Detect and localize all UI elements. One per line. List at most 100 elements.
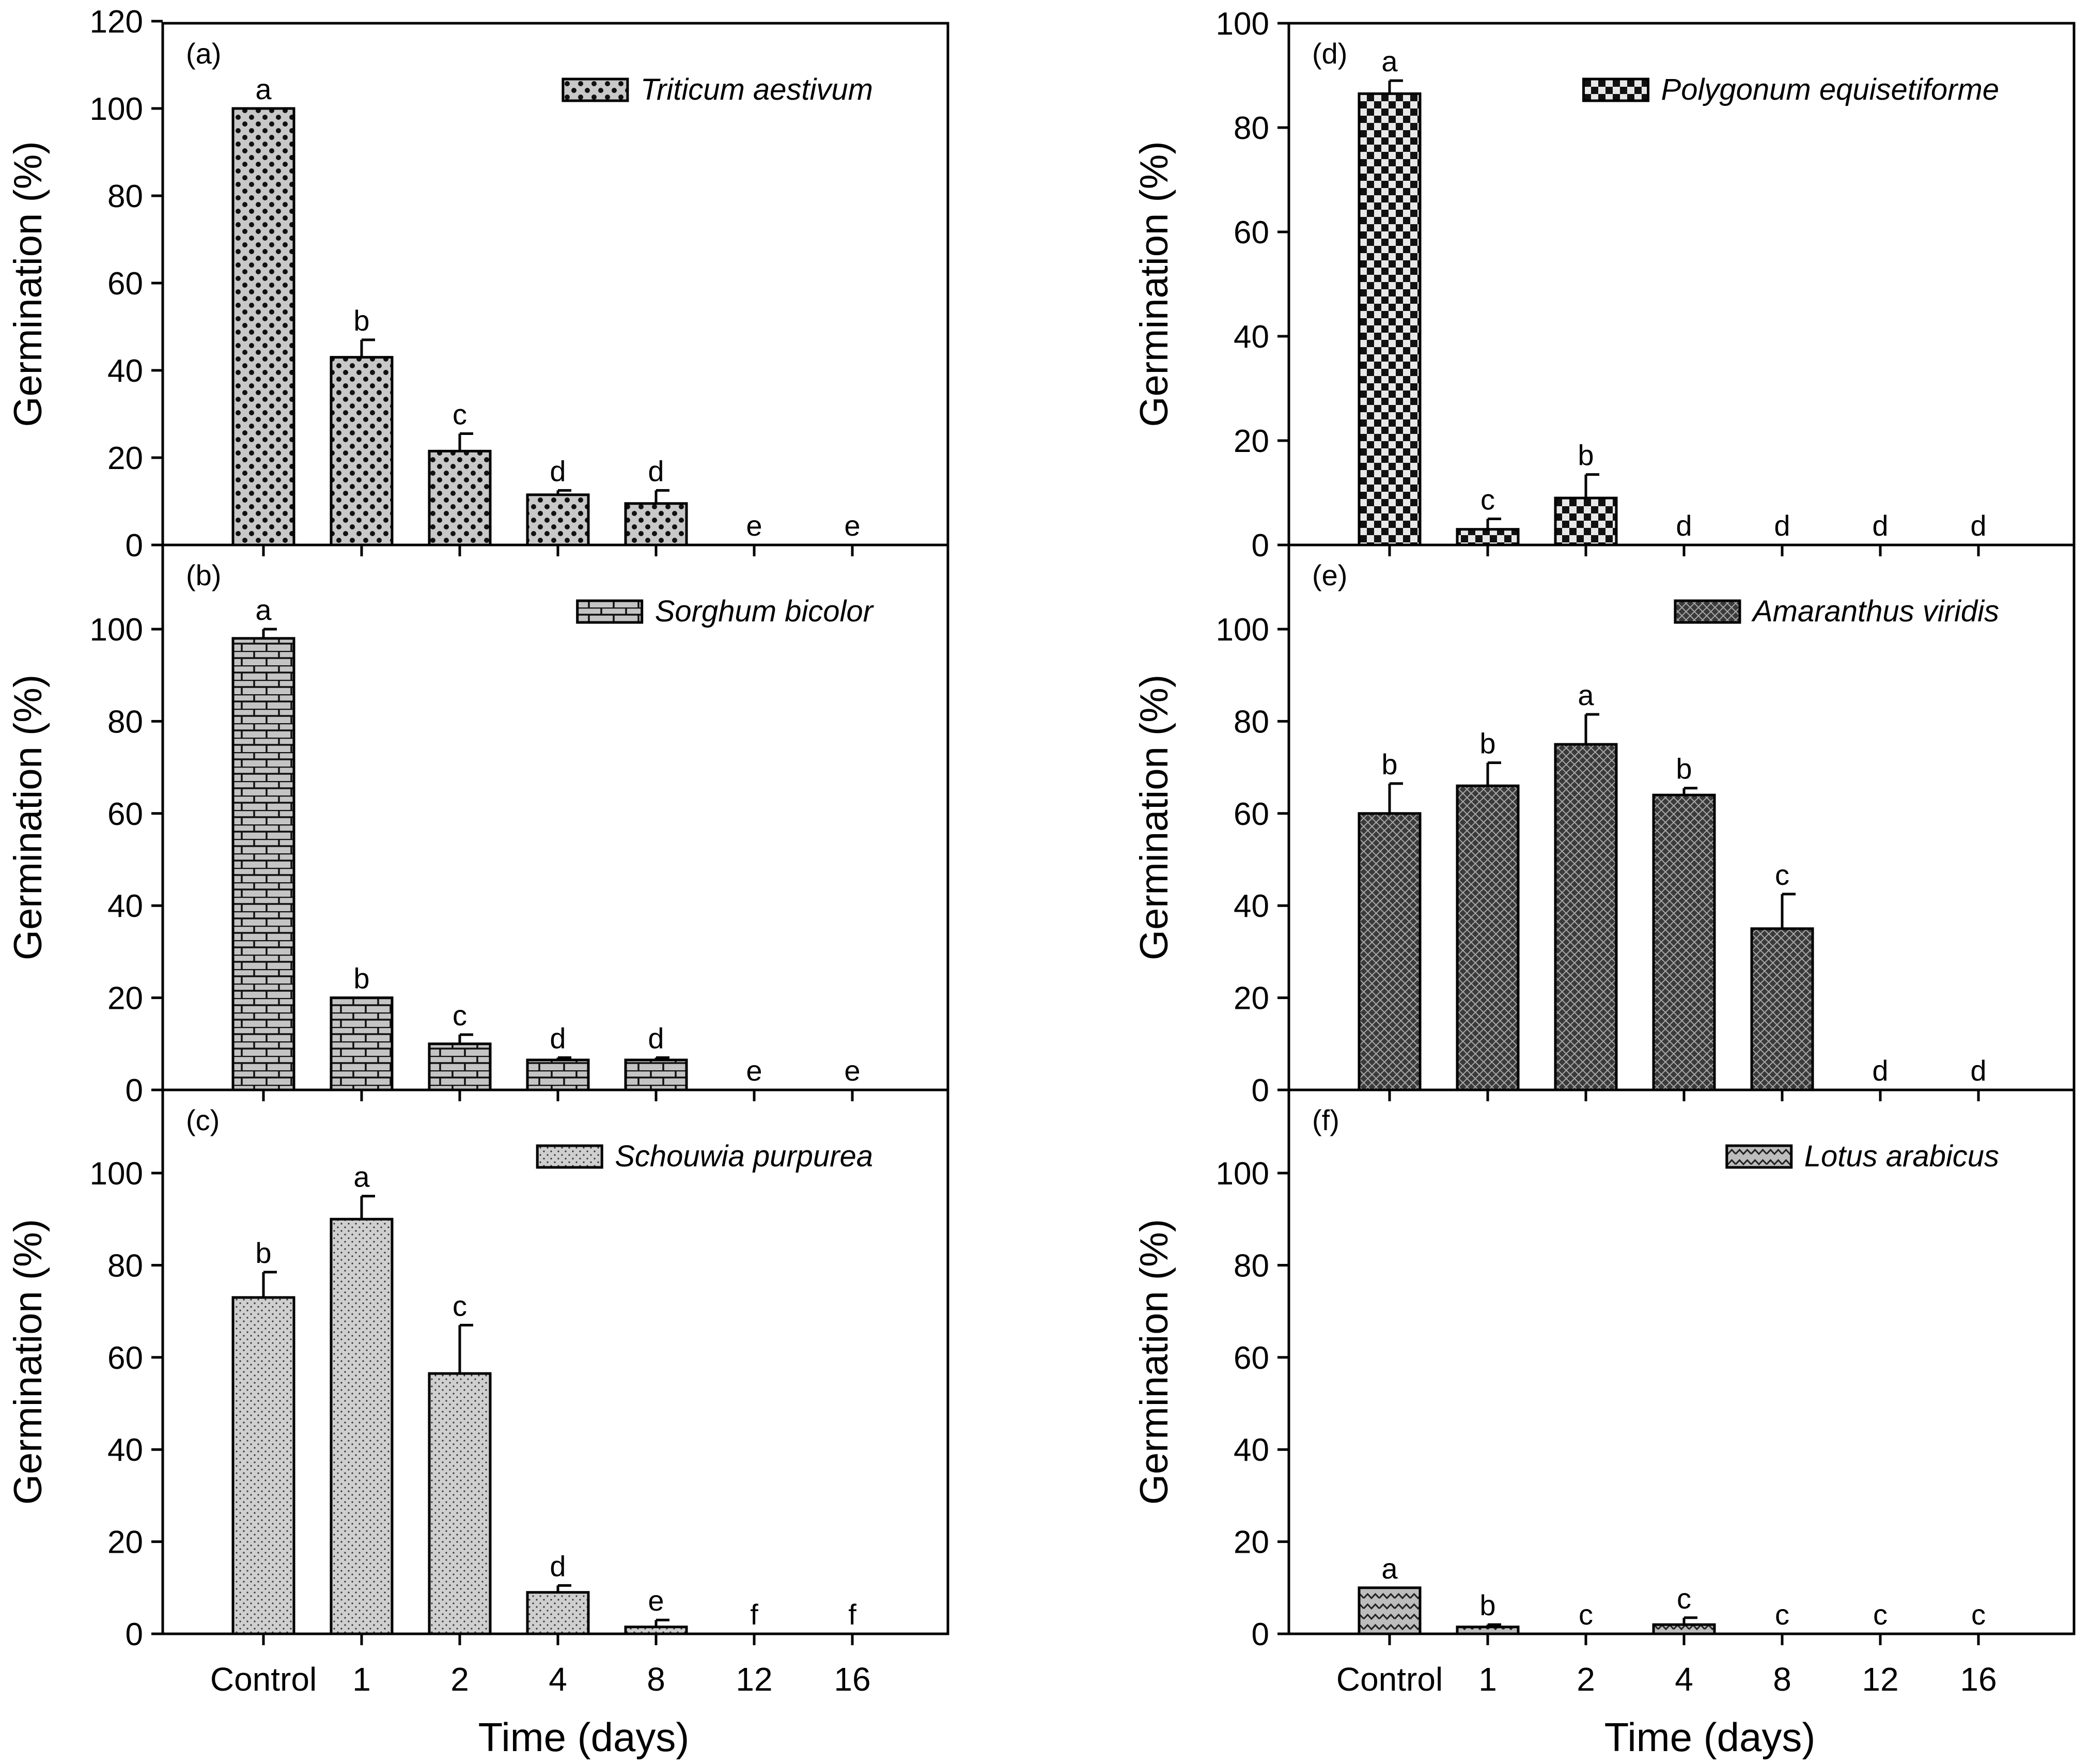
bar-1	[330, 996, 394, 1091]
significance-letter: b	[1381, 748, 1397, 780]
panel-label: (a)	[186, 37, 221, 70]
y-axis-title: Germination (%)	[1132, 1219, 1176, 1505]
bar-4	[1652, 1623, 1716, 1635]
significance-letter: d	[1872, 509, 1888, 542]
y-tick-label: 40	[107, 888, 143, 924]
significance-letter: a	[255, 594, 272, 626]
bar-8	[624, 1058, 688, 1091]
y-axis-title: Germination (%)	[6, 1219, 50, 1505]
significance-letter: d	[550, 1022, 566, 1055]
x-tick-label: 2	[450, 1661, 469, 1698]
bar-8	[624, 1626, 688, 1635]
bar-4	[526, 493, 590, 547]
y-tick-label: 100	[90, 1156, 143, 1192]
legend-label: Sorghum bicolor	[655, 595, 875, 628]
x-tick-label: 16	[834, 1661, 870, 1698]
significance-letter: c	[1971, 1598, 1986, 1631]
y-tick-label: 80	[1234, 704, 1269, 740]
y-tick-label: 100	[1216, 6, 1269, 42]
y-tick-label: 100	[1216, 1156, 1269, 1192]
bar-Control	[1358, 92, 1422, 547]
significance-letter: d	[1872, 1054, 1888, 1087]
x-tick-label: 8	[647, 1661, 665, 1698]
chart-panel-e: 0 20 40 60 80 100 Germination (%) b b a b c d d (e) Ama…	[1132, 543, 2076, 1109]
significance-letter: e	[844, 509, 860, 542]
significance-letter: a	[1578, 679, 1594, 711]
significance-letter: b	[353, 962, 369, 995]
significance-letter: a	[1381, 1552, 1398, 1585]
y-tick-label: 80	[107, 704, 143, 740]
bar-1	[330, 1217, 394, 1635]
x-tick-label: 12	[736, 1661, 772, 1698]
y-tick-label: 40	[107, 353, 143, 389]
x-tick-label: 4	[549, 1661, 567, 1698]
y-tick-label: 80	[107, 1248, 143, 1284]
legend-swatch	[1582, 77, 1650, 102]
y-axis-title: Germination (%)	[1132, 141, 1176, 427]
bar-4	[526, 1591, 590, 1635]
significance-letter: c	[453, 1289, 467, 1322]
significance-letter: d	[1774, 509, 1790, 542]
significance-letter: d	[1970, 1054, 1986, 1087]
y-tick-label: 40	[1234, 888, 1269, 924]
legend-swatch	[562, 77, 629, 102]
legend-label: Amaranthus viridis	[1751, 595, 1999, 628]
significance-letter: e	[746, 1054, 762, 1087]
significance-letter: b	[1578, 439, 1594, 472]
y-axis-title: Germination (%)	[6, 675, 50, 960]
chart-panel-c: 0 20 40 60 80 100 Germination (%) b a c d e f f (c) Sch…	[6, 1088, 949, 1698]
bar-Control	[1358, 812, 1422, 1091]
x-axis-title-right: Time (days)	[1604, 1714, 1816, 1760]
y-tick-label: 20	[1234, 424, 1269, 459]
y-tick-label: 80	[1234, 111, 1269, 146]
significance-letter: c	[1480, 483, 1495, 516]
y-tick-label: 60	[1234, 1340, 1269, 1376]
y-tick-label: 0	[1252, 1617, 1269, 1652]
significance-letter: d	[550, 1550, 566, 1582]
x-tick-label: 16	[1960, 1661, 1997, 1698]
significance-letter: b	[1479, 1589, 1495, 1621]
bar-2	[1554, 496, 1618, 547]
panel-label: (c)	[186, 1104, 220, 1136]
bar-Control	[231, 1296, 295, 1635]
significance-letter: b	[1479, 727, 1495, 760]
bar-2	[1554, 743, 1618, 1091]
panel-label: (f)	[1312, 1104, 1339, 1136]
panel-label: (d)	[1312, 37, 1347, 70]
y-tick-label: 20	[107, 1525, 143, 1560]
significance-letter: d	[648, 1022, 664, 1055]
y-tick-label: 0	[126, 1073, 143, 1109]
bar-2	[428, 449, 492, 547]
y-tick-label: 60	[107, 266, 143, 302]
x-tick-label: 1	[1478, 1661, 1497, 1698]
x-tick-label: 4	[1675, 1661, 1693, 1698]
bar-8	[624, 502, 688, 547]
y-tick-label: 20	[1234, 981, 1269, 1017]
bar-4	[1652, 793, 1716, 1091]
significance-letter: c	[453, 999, 467, 1032]
significance-letter: e	[844, 1054, 860, 1087]
chart-panel-a: 0 20 40 60 80 100 120 Germination (%) a b c d d e e (a)…	[6, 4, 949, 564]
y-tick-label: 60	[107, 1340, 143, 1376]
x-tick-label: Control	[1336, 1661, 1443, 1698]
significance-letter: d	[550, 455, 566, 487]
y-tick-label: 120	[90, 4, 143, 40]
legend-label: Lotus arabicus	[1804, 1139, 1999, 1173]
significance-letter: d	[1970, 509, 1986, 542]
x-tick-label: 8	[1773, 1661, 1791, 1698]
significance-letter: c	[1873, 1598, 1888, 1631]
significance-letter: c	[1579, 1598, 1593, 1631]
x-tick-label: Control	[210, 1661, 317, 1698]
significance-letter: b	[1676, 753, 1692, 785]
significance-letter: c	[1677, 1582, 1691, 1615]
y-tick-label: 20	[107, 981, 143, 1017]
y-tick-label: 60	[1234, 215, 1269, 251]
y-tick-label: 40	[1234, 1432, 1269, 1468]
significance-letter: d	[648, 455, 664, 487]
y-axis-title: Germination (%)	[1132, 675, 1176, 960]
significance-letter: b	[255, 1237, 271, 1269]
y-tick-label: 40	[1234, 319, 1269, 355]
y-tick-label: 0	[126, 1617, 143, 1652]
bar-4	[526, 1058, 590, 1091]
chart-panel-b: 0 20 40 60 80 100 Germination (%) a b c d d e e (b) Sor…	[6, 543, 949, 1109]
